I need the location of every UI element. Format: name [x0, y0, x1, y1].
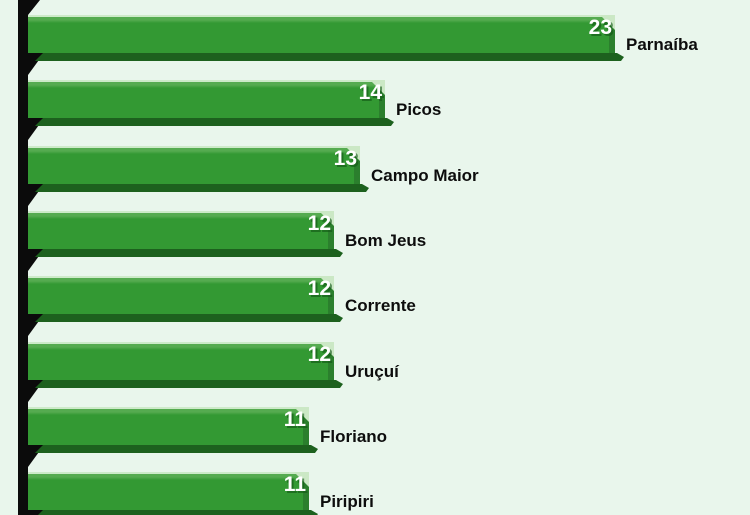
bar-category-label: Parnaíba: [626, 35, 698, 54]
bar-category-label: Corrente: [345, 296, 416, 315]
bar-value: 12: [307, 343, 331, 366]
bar-face: 13: [28, 146, 360, 184]
bar-face: 12: [28, 276, 334, 314]
bar-end-face: [303, 409, 309, 445]
bar-value: 14: [358, 81, 382, 104]
bar-face: 12: [28, 342, 334, 380]
bar-end-face: [379, 82, 385, 118]
bar-bottom-bevel: [28, 510, 318, 515]
bar-end-face: [328, 278, 334, 314]
bar-value: 12: [307, 277, 331, 300]
y-axis-spine: [18, 0, 28, 515]
bar-category-label: Piripiri: [320, 492, 374, 511]
axis-shadow-wedge: [28, 510, 44, 515]
bar-category-label: Picos: [396, 100, 442, 119]
bar-bottom-bevel: [28, 380, 343, 388]
bar-bottom-bevel: [28, 118, 394, 126]
bar-category-label: Uruçuí: [345, 362, 399, 381]
bar-category-label: Bom Jeus: [345, 231, 427, 250]
bar-category-label: Campo Maior: [371, 166, 479, 185]
bar-end-face: [303, 474, 309, 510]
bar-face: 11: [28, 472, 309, 510]
bar-bottom-bevel: [28, 53, 624, 61]
bar-value: 23: [588, 16, 612, 39]
bar-bottom-bevel: [28, 184, 369, 192]
bar-bottom-bevel: [28, 445, 318, 453]
bar-face: 14: [28, 80, 385, 118]
bar-bottom-bevel: [28, 249, 343, 257]
bar-face: 23: [28, 15, 615, 53]
bar-end-face: [609, 17, 615, 53]
bar-value: 11: [283, 473, 306, 496]
bar-end-face: [354, 148, 360, 184]
bar-bottom-bevel: [28, 314, 343, 322]
bar-category-label: Floriano: [320, 427, 388, 446]
bar-end-face: [328, 213, 334, 249]
axis-shadow-wedge-top: [28, 0, 40, 15]
bar-end-face: [328, 344, 334, 380]
bar-value: 12: [307, 212, 331, 235]
bar-value: 13: [333, 147, 357, 170]
bar-face: 12: [28, 211, 334, 249]
bar-face: 11: [28, 407, 309, 445]
bar-value: 11: [283, 408, 306, 431]
